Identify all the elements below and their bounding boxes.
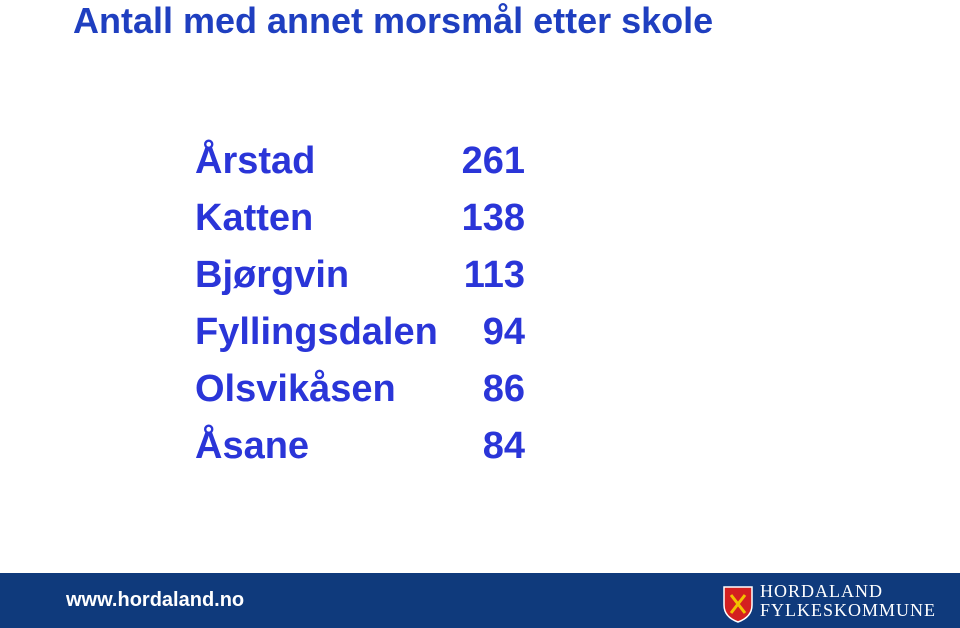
table-row: Bjørgvin 113 xyxy=(195,254,530,304)
footer: www.hordaland.no HORDALAND FYLKESKOMMUNE xyxy=(0,573,960,628)
footer-url: www.hordaland.no xyxy=(66,589,245,611)
count: 86 xyxy=(482,368,525,410)
school-name: Bjørgvin xyxy=(195,254,350,296)
school-name: Fyllingsdalen xyxy=(195,311,438,353)
table-row: Årstad 261 xyxy=(195,140,530,190)
table-row: Katten 138 xyxy=(195,197,530,247)
school-name: Åsane xyxy=(195,425,310,467)
table-row: Fyllingsdalen 94 xyxy=(195,311,530,361)
slide-title: Antall med annet morsmål etter skole xyxy=(73,0,714,41)
table-row: Åsane 84 xyxy=(195,425,530,475)
count: 113 xyxy=(463,254,525,296)
table-row: Olsvikåsen 86 xyxy=(195,368,530,418)
school-name: Olsvikåsen xyxy=(195,368,396,410)
school-name: Årstad xyxy=(195,140,316,182)
count: 94 xyxy=(482,311,525,353)
count: 261 xyxy=(461,140,525,182)
count: 138 xyxy=(461,197,525,239)
count: 84 xyxy=(482,425,525,467)
logo-line: FYLKESKOMMUNE xyxy=(760,600,937,620)
school-name: Katten xyxy=(195,197,314,239)
logo-shield xyxy=(723,586,753,623)
logo-line: HORDALAND xyxy=(760,581,883,601)
